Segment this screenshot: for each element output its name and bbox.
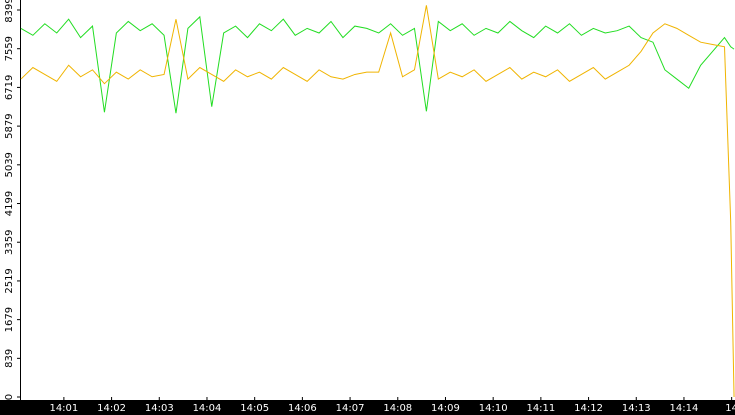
y-tick-label: 3359 xyxy=(4,230,15,255)
x-tick-label: 14:09 xyxy=(431,403,460,414)
y-tick-label: 0 xyxy=(4,394,15,400)
x-tick-label: 14 xyxy=(725,403,735,414)
x-tick-label: 14:03 xyxy=(145,403,174,414)
x-tick-label: 14:05 xyxy=(240,403,269,414)
y-tick-label: 839 xyxy=(4,349,15,368)
y-tick-label: 5039 xyxy=(4,152,15,177)
x-tick-label: 14:06 xyxy=(288,403,317,414)
x-tick-label: 14:12 xyxy=(574,403,603,414)
y-tick-label: 8399 xyxy=(4,0,15,23)
y-tick-label: 7559 xyxy=(4,36,15,61)
x-tick-label: 14:08 xyxy=(383,403,412,414)
x-tick-label: 14:01 xyxy=(49,403,78,414)
x-tick-label: 14:10 xyxy=(479,403,508,414)
x-tick-label: 14:14 xyxy=(670,403,699,414)
y-tick-label: 4199 xyxy=(4,191,15,216)
y-tick-label: 1679 xyxy=(4,307,15,332)
x-tick-label: 14:13 xyxy=(622,403,651,414)
y-tick-label: 2519 xyxy=(4,268,15,293)
y-tick-label: 6719 xyxy=(4,75,15,100)
x-tick-label: 14:07 xyxy=(336,403,365,414)
series-line xyxy=(20,5,735,398)
y-tick-label: 5879 xyxy=(4,113,15,138)
x-tick-label: 14:11 xyxy=(526,403,555,414)
x-tick-label: 14:04 xyxy=(193,403,222,414)
series-line xyxy=(20,15,735,114)
x-axis-band xyxy=(0,400,735,415)
x-tick-label: 14:02 xyxy=(97,403,126,414)
